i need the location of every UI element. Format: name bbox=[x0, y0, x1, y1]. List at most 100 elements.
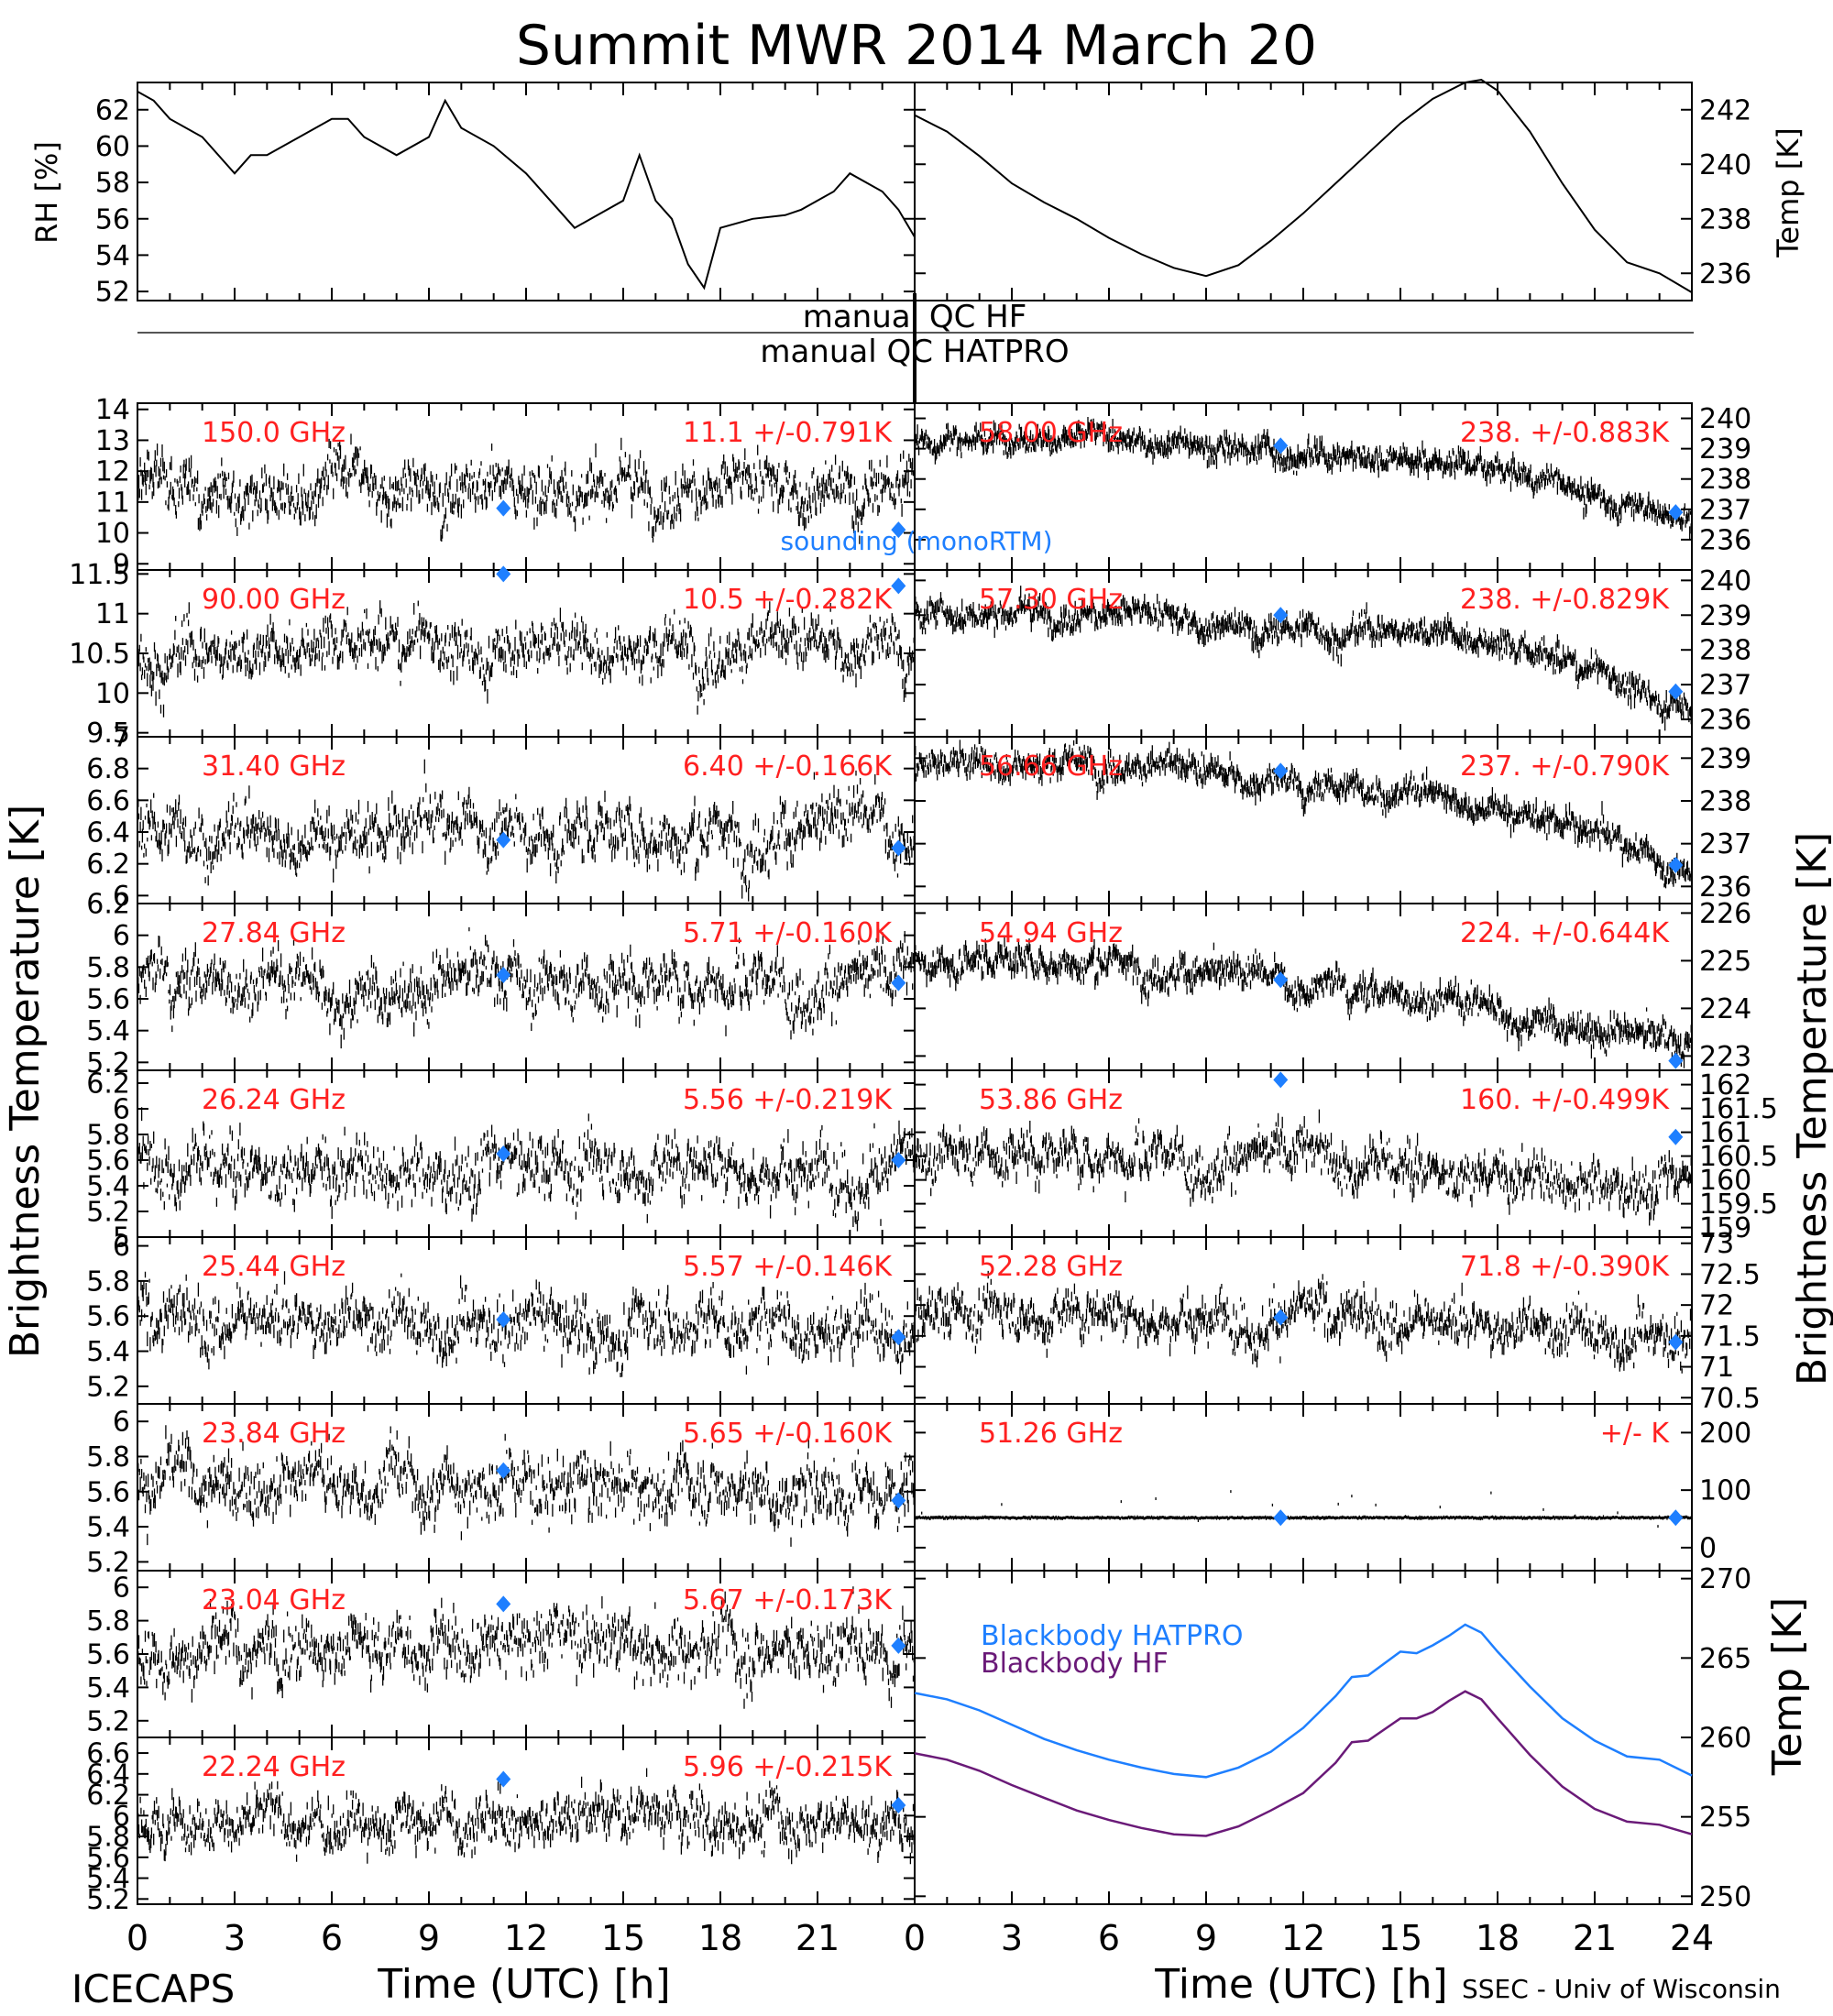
ch31-ytick-label: 6.2 bbox=[86, 849, 130, 881]
ch25-frequency-label: 25.44 GHz bbox=[202, 1251, 346, 1283]
ch31-stat-label: 6.40 +/-0.166K bbox=[683, 751, 893, 783]
ch25-panel: 5.25.45.65.86 25.44 GHz 5.57 +/-0.146K bbox=[86, 1231, 916, 1405]
ch27-ytick-label: 6 bbox=[113, 920, 130, 952]
ch22-sounding-marker bbox=[496, 1770, 511, 1788]
ch27-ytick-label: 6.2 bbox=[86, 889, 130, 921]
temp-ytick-label: 240 bbox=[1699, 149, 1751, 181]
x-axis-tick-labels: 0 0 3 3 6 6 9 9 12 12 15 15 18 18 21 21 24 bbox=[126, 1918, 1714, 1958]
ch26-ytick-label: 6.2 bbox=[86, 1068, 130, 1101]
ch56-points bbox=[914, 740, 1693, 889]
ch26-ytick-label: 5.6 bbox=[86, 1145, 130, 1178]
ch53-ytick-label: 162 bbox=[1699, 1069, 1751, 1101]
ch51-sounding-marker bbox=[1273, 1509, 1289, 1527]
ch56-panel: 236 237 238 239 56.66 GHz 237. +/-0.790K bbox=[914, 736, 1751, 904]
x-tick-label-right: 18 bbox=[1476, 1918, 1520, 1958]
ch51-ytick-label: 200 bbox=[1699, 1418, 1751, 1450]
ch53-points bbox=[914, 1109, 1693, 1226]
ch54-ytick-label: 226 bbox=[1699, 898, 1751, 930]
right-y-axis-label: Brightness Temperature [K] bbox=[1789, 832, 1833, 1386]
x-tick-label-right: 24 bbox=[1670, 1918, 1714, 1958]
ch56-stat-label: 237. +/-0.790K bbox=[1460, 751, 1670, 783]
ch22-ytick-label: 5.8 bbox=[86, 1822, 130, 1854]
blackbody-ytick-label: 250 bbox=[1699, 1881, 1751, 1913]
ch31-ytick-label: 7 bbox=[113, 722, 130, 754]
ch26-frequency-label: 26.24 GHz bbox=[202, 1084, 346, 1116]
ch53-sounding-marker bbox=[1273, 1071, 1289, 1089]
right-x-axis-label: Time (UTC) [h] bbox=[1154, 1961, 1447, 2008]
ch56-ytick-label: 237 bbox=[1699, 828, 1751, 860]
ch22-ytick-label: 6 bbox=[113, 1801, 130, 1833]
ch58-frequency-label: 58.00 GHz bbox=[979, 417, 1123, 449]
ch23_04-ytick-label: 5.6 bbox=[86, 1639, 130, 1671]
ch27-points bbox=[137, 926, 916, 1049]
ch53-sounding-marker bbox=[1668, 1128, 1684, 1145]
ch54-frequency-label: 54.94 GHz bbox=[979, 917, 1123, 949]
ch23_84-ytick-label: 6 bbox=[113, 1407, 130, 1439]
ch27-frequency-label: 27.84 GHz bbox=[202, 917, 346, 949]
ch23_84-stat-label: 5.65 +/-0.160K bbox=[683, 1418, 893, 1450]
ch26-sounding-marker bbox=[891, 1152, 906, 1168]
left-x-axis-label: Time (UTC) [h] bbox=[377, 1961, 670, 2008]
x-tick-label-right: 21 bbox=[1573, 1918, 1617, 1958]
ch51-ytick-label: 0 bbox=[1699, 1532, 1717, 1564]
ch57-ytick-label: 240 bbox=[1699, 565, 1751, 597]
blackbody-ytick-label: 255 bbox=[1699, 1802, 1751, 1834]
ch150-ytick-label: 9 bbox=[113, 549, 130, 581]
ch150-ytick-label: 14 bbox=[95, 394, 130, 426]
legend-blackbody-hatpro: Blackbody HATPRO bbox=[981, 1620, 1244, 1652]
ch58-points bbox=[914, 417, 1693, 540]
ch52-ytick-label: 72 bbox=[1699, 1290, 1734, 1322]
x-tick-label-left: 6 bbox=[321, 1918, 343, 1958]
ch54-panel: 223 224 225 226 54.94 GHz 224. +/-0.644K bbox=[914, 898, 1751, 1073]
ch51-sounding-marker bbox=[1668, 1509, 1684, 1527]
rh-ytick-label: 60 bbox=[95, 131, 130, 163]
ch58-ytick-label: 236 bbox=[1699, 524, 1751, 556]
ch52-ytick-label: 72.5 bbox=[1699, 1259, 1761, 1291]
qc-section: manual QC HF manual QC HATPRO bbox=[137, 293, 1694, 403]
ch57-points bbox=[914, 586, 1693, 731]
ch52-ytick-label: 73 bbox=[1699, 1228, 1734, 1260]
x-tick-label-left: 21 bbox=[796, 1918, 840, 1958]
temp-ytick-label: 242 bbox=[1699, 94, 1751, 126]
temp-ytick-label: 238 bbox=[1699, 203, 1751, 236]
rh-ytick-label: 62 bbox=[95, 94, 130, 126]
ch90-stat-label: 10.5 +/-0.282K bbox=[683, 584, 893, 616]
x-tick-label-right: 3 bbox=[1001, 1918, 1023, 1958]
ch31-points bbox=[137, 759, 916, 902]
ch23_04-stat-label: 5.67 +/-0.173K bbox=[683, 1584, 893, 1616]
ch90-frequency-label: 90.00 GHz bbox=[202, 584, 346, 616]
ch52-ytick-label: 70.5 bbox=[1699, 1383, 1761, 1415]
x-tick-label-right: 9 bbox=[1195, 1918, 1217, 1958]
ch57-ytick-label: 239 bbox=[1699, 600, 1751, 632]
ch25-sounding-marker bbox=[496, 1311, 511, 1329]
ch90-sounding-marker bbox=[496, 565, 511, 583]
ch58-ytick-label: 237 bbox=[1699, 494, 1751, 526]
ch22-points bbox=[137, 1768, 916, 1865]
ch22-ytick-label: 6.2 bbox=[86, 1780, 130, 1812]
ch52-ytick-label: 71 bbox=[1699, 1352, 1734, 1384]
ch56-sounding-marker bbox=[1668, 857, 1684, 873]
ch58-stat-label: 238. +/-0.883K bbox=[1460, 417, 1670, 449]
ch22-frequency-label: 22.24 GHz bbox=[202, 1751, 346, 1783]
ch31-sounding-marker bbox=[891, 839, 906, 857]
ch90-ytick-label: 11.5 bbox=[69, 559, 130, 591]
ch90-points bbox=[137, 600, 916, 718]
ch31-frequency-label: 31.40 GHz bbox=[202, 751, 346, 783]
ch23_84-ytick-label: 5.8 bbox=[86, 1441, 130, 1474]
ch27-sounding-marker bbox=[891, 974, 906, 992]
ch27-ytick-label: 5.2 bbox=[86, 1047, 130, 1079]
ch51-stat-label: +/- K bbox=[1600, 1418, 1671, 1450]
ch53-ytick-label: 161 bbox=[1699, 1117, 1751, 1149]
ch90-sounding-marker bbox=[891, 577, 906, 595]
legend-blackbody-hf: Blackbody HF bbox=[981, 1648, 1169, 1680]
ch23_84-points bbox=[137, 1425, 916, 1547]
ch54-sounding-marker bbox=[1668, 1052, 1684, 1069]
footer-right: SSEC - Univ of Wisconsin bbox=[1462, 1974, 1781, 2004]
ch56-ytick-label: 239 bbox=[1699, 743, 1751, 775]
ch150-sounding-marker bbox=[891, 521, 906, 539]
ch31-ytick-label: 6.6 bbox=[86, 785, 130, 817]
ch22-ytick-label: 6.6 bbox=[86, 1738, 130, 1770]
